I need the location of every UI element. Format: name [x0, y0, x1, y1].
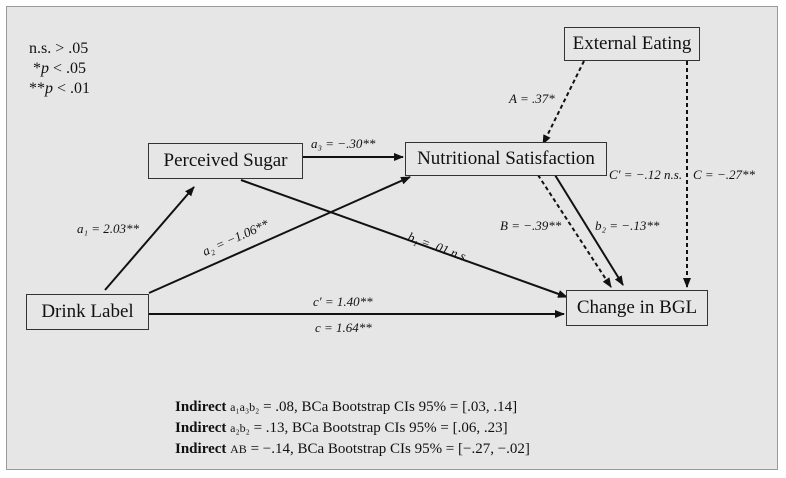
arrow-b1 — [240, 179, 568, 298]
label-path-b2: b₂ = −.13** — [595, 218, 660, 233]
significance-legend: n.s. > .05 *p < .05 **p < .01 — [29, 39, 90, 99]
node-nutritional-satisfaction: Nutritional Satisfaction — [405, 142, 607, 176]
node-change-in-bgl: Change in BGL — [566, 290, 708, 326]
legend-row-ns: n.s. > .05 — [29, 40, 89, 57]
arrow-B — [537, 174, 612, 288]
arrow-a2 — [148, 176, 411, 294]
label-path-c-prime: c′ = 1.40** — [313, 294, 373, 309]
diagram-panel: n.s. > .05 *p < .05 **p < .01 External E… — [6, 6, 778, 470]
label-path-C: C = −.27** — [693, 167, 755, 182]
arrow-b2 — [554, 174, 624, 286]
indirect-row-a2b2: Indirect a₂b₂ = .13, BCa Bootstrap CIs 9… — [175, 420, 508, 436]
arrow-A — [542, 60, 585, 145]
indirect-row-a1a3b2: Indirect a₁a₃b₂ = .08, BCa Bootstrap CIs… — [175, 399, 518, 415]
indirect-row-AB: Indirect AB = −.14, BCa Bootstrap CIs 95… — [175, 441, 530, 457]
node-drink-label: Drink Label — [26, 294, 149, 330]
path-arrows — [104, 60, 691, 318]
label-path-a3: a₃ = −.30** — [311, 136, 376, 151]
label-path-a1: a₁ = 2.03** — [77, 221, 140, 236]
arrow-a1 — [104, 186, 195, 291]
label-path-B: B = −.39** — [500, 218, 562, 233]
label-path-C-prime: C′ = −.12 n.s. — [609, 167, 683, 182]
legend-row-p01: **p < .01 — [29, 80, 91, 97]
indirect-effects: Indirect a₁a₃b₂ = .08, BCa Bootstrap CIs… — [175, 397, 530, 460]
node-perceived-sugar: Perceived Sugar — [148, 143, 303, 179]
label-path-c: c = 1.64** — [315, 320, 372, 335]
label-path-A: A = .37* — [509, 91, 555, 106]
node-external-eating: External Eating — [564, 27, 700, 61]
legend-row-p05: *p < .05 — [29, 60, 87, 77]
